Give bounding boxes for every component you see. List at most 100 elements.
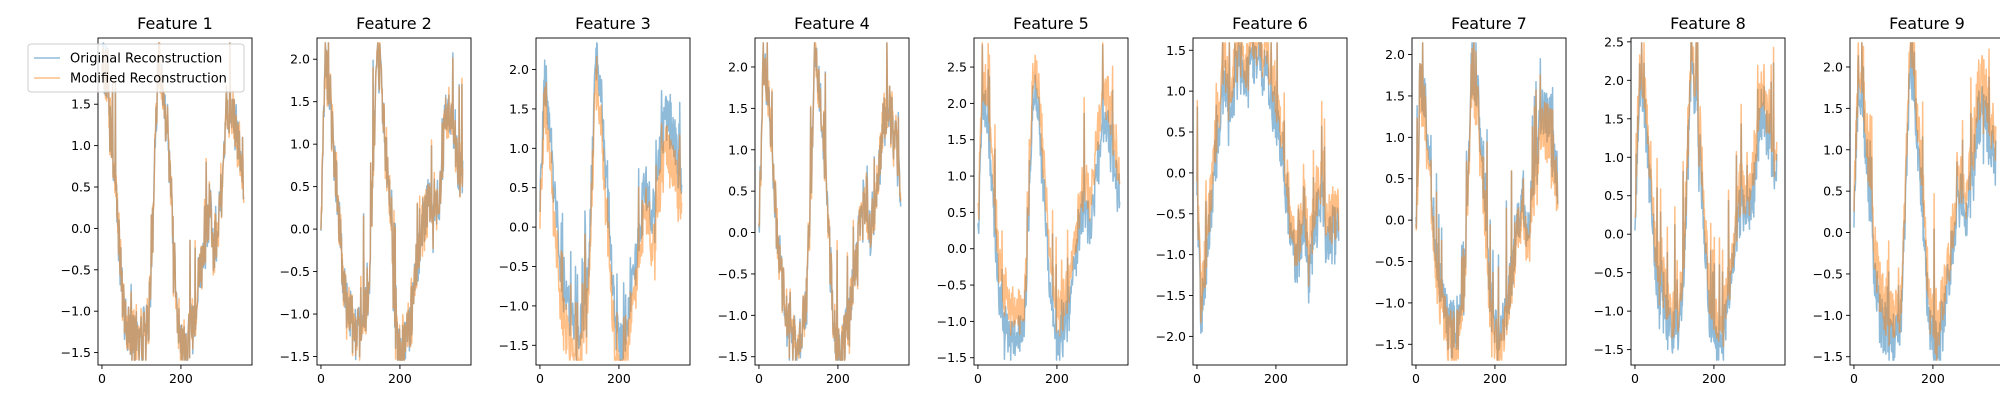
y-tick-label: −1.0 xyxy=(1156,247,1186,262)
y-tick-label: 2.5 xyxy=(947,60,967,75)
y-tick-label: 1.0 xyxy=(1604,150,1624,165)
y-tick-label: 1.0 xyxy=(290,137,310,152)
y-tick-label: 1.0 xyxy=(728,142,748,157)
y-tick-label: 1.0 xyxy=(947,169,967,184)
axes-frame xyxy=(316,37,472,366)
y-tick-label: 1.5 xyxy=(1385,88,1405,103)
y-tick-label: −1.0 xyxy=(499,298,529,313)
series-lines xyxy=(1853,42,1997,361)
y-tick-label: 1.5 xyxy=(1604,111,1624,126)
modified-reconstruction-line xyxy=(977,42,1121,337)
y-tick-label: −1.0 xyxy=(937,314,967,329)
y-tick-label: 0.0 xyxy=(947,241,967,256)
modified-reconstruction-line xyxy=(1415,42,1559,361)
legend-entry-modified: Modified Reconstruction xyxy=(34,72,227,87)
y-tick-label: 2.0 xyxy=(1823,59,1843,74)
x-tick-label: 0 xyxy=(1631,371,1639,386)
y-tick-label: −1.5 xyxy=(280,349,310,364)
subplot-feature-9: Feature 9 −1.5 −1.0 −0.5 0.0 0.5 1.0 1.5 2.0 0 200 xyxy=(1813,14,2000,386)
legend-entry-original: Original Reconstruction xyxy=(34,52,222,67)
x-tick-label: 0 xyxy=(1412,371,1420,386)
y-tick-label: −0.5 xyxy=(1156,206,1186,221)
y-tick-label: −1.0 xyxy=(1375,295,1405,310)
y-tick-label: 1.5 xyxy=(290,94,310,109)
legend-label: Original Reconstruction xyxy=(70,52,222,67)
y-tick-label: 1.5 xyxy=(947,132,967,147)
y-tick-label: −1.0 xyxy=(1594,304,1624,319)
series-lines xyxy=(1415,42,1559,361)
y-tick-label: 0.0 xyxy=(1604,227,1624,242)
y-tick-label: 0.5 xyxy=(509,180,529,195)
subplot-feature-4: Feature 4 −1.5 −1.0 −0.5 0.0 0.5 1.0 1.5 2.0 0 200 xyxy=(718,14,910,386)
y-tick-label: 0.0 xyxy=(728,225,748,240)
y-tick-label: 0.5 xyxy=(728,184,748,199)
y-tick-label: 1.0 xyxy=(1385,130,1405,145)
x-tick-label: 200 xyxy=(1045,371,1069,386)
y-tick-label: 2.0 xyxy=(290,52,310,67)
subplot-grid: Feature 1 −1.5 −1.0 −0.5 0.0 0.5 1.0 1.5 0 200 Fea… xyxy=(61,14,2000,386)
axes-frame xyxy=(1630,37,1786,366)
x-tick-label: 0 xyxy=(974,371,982,386)
y-tick-label: −1.0 xyxy=(718,308,748,323)
y-tick-label: −0.5 xyxy=(937,278,967,293)
legend-label: Modified Reconstruction xyxy=(70,72,227,87)
x-tick-label: 200 xyxy=(607,371,631,386)
y-tick-label: −0.5 xyxy=(718,266,748,281)
original-reconstruction-line xyxy=(977,43,1121,361)
original-reconstruction-line xyxy=(1196,42,1340,334)
y-tick-label: 1.5 xyxy=(1823,101,1843,116)
y-tick-label: 2.0 xyxy=(947,96,967,111)
subplot-title: Feature 1 xyxy=(137,14,213,33)
y-tick-label: −1.5 xyxy=(1375,337,1405,352)
y-tick-label: 0.0 xyxy=(290,222,310,237)
y-tick-label: −0.5 xyxy=(1594,265,1624,280)
x-tick-label: 200 xyxy=(826,371,850,386)
subplot-feature-7: Feature 7 −1.5 −1.0 −0.5 0.0 0.5 1.0 1.5 2.0 0 200 xyxy=(1375,14,1567,386)
y-tick-label: 1.5 xyxy=(509,101,529,116)
y-tick-label: −1.5 xyxy=(937,350,967,365)
y-tick-label: −0.5 xyxy=(1813,266,1843,281)
x-tick-label: 0 xyxy=(1193,371,1201,386)
y-tick-label: −2.0 xyxy=(1156,329,1186,344)
y-tick-label: −1.0 xyxy=(280,307,310,322)
y-tick-label: −1.5 xyxy=(1594,342,1624,357)
modified-reconstruction-line xyxy=(101,42,245,361)
axes-frame xyxy=(97,37,253,366)
y-tick-label: 0.0 xyxy=(509,220,529,235)
subplot-feature-5: Feature 5 −1.5 −1.0 −0.5 0.0 0.5 1.0 1.5 2.0 2.5 0… xyxy=(937,14,1129,386)
y-tick-label: 1.0 xyxy=(1823,142,1843,157)
legend-box xyxy=(27,43,245,93)
y-tick-label: 1.5 xyxy=(71,97,91,112)
y-tick-label: 0.5 xyxy=(1166,125,1186,140)
legend: Original Reconstruction Modified Reconstr… xyxy=(27,43,245,93)
modified-reconstruction-line xyxy=(320,42,464,361)
axes-frame xyxy=(754,37,910,366)
x-tick-label: 0 xyxy=(317,371,325,386)
y-tick-label: 0.0 xyxy=(1166,165,1186,180)
series-lines xyxy=(1634,42,1778,361)
subplot-feature-2: Feature 2 −1.5 −1.0 −0.5 0.0 0.5 1.0 1.5 2.0 0 200 xyxy=(280,14,472,386)
axes-frame xyxy=(1849,37,2000,366)
x-tick-label: 200 xyxy=(169,371,193,386)
y-tick-label: 2.0 xyxy=(509,62,529,77)
y-tick-label: 1.0 xyxy=(1166,84,1186,99)
x-tick-label: 0 xyxy=(755,371,763,386)
x-tick-label: 200 xyxy=(1921,371,1945,386)
subplot-feature-1: Feature 1 −1.5 −1.0 −0.5 0.0 0.5 1.0 1.5 0 200 xyxy=(61,14,253,386)
y-tick-label: −1.5 xyxy=(718,349,748,364)
series-lines xyxy=(101,42,245,361)
subplot-feature-8: Feature 8 −1.5 −1.0 −0.5 0.0 0.5 1.0 1.5 2.0 2.5 0… xyxy=(1594,14,1786,386)
y-tick-label: 2.0 xyxy=(728,59,748,74)
y-tick-label: 1.0 xyxy=(71,138,91,153)
y-tick-label: 0.0 xyxy=(1385,213,1405,228)
x-tick-label: 200 xyxy=(1483,371,1507,386)
modified-reconstruction-line xyxy=(1853,42,1997,361)
subplot-title: Feature 9 xyxy=(1889,14,1965,33)
y-tick-label: 0.5 xyxy=(1823,184,1843,199)
axes-frame xyxy=(1192,37,1348,366)
y-tick-label: 0.5 xyxy=(1604,188,1624,203)
y-tick-label: −0.5 xyxy=(280,264,310,279)
y-tick-label: 1.0 xyxy=(509,141,529,156)
y-tick-label: 1.5 xyxy=(1166,43,1186,58)
subplot-title: Feature 8 xyxy=(1670,14,1746,33)
